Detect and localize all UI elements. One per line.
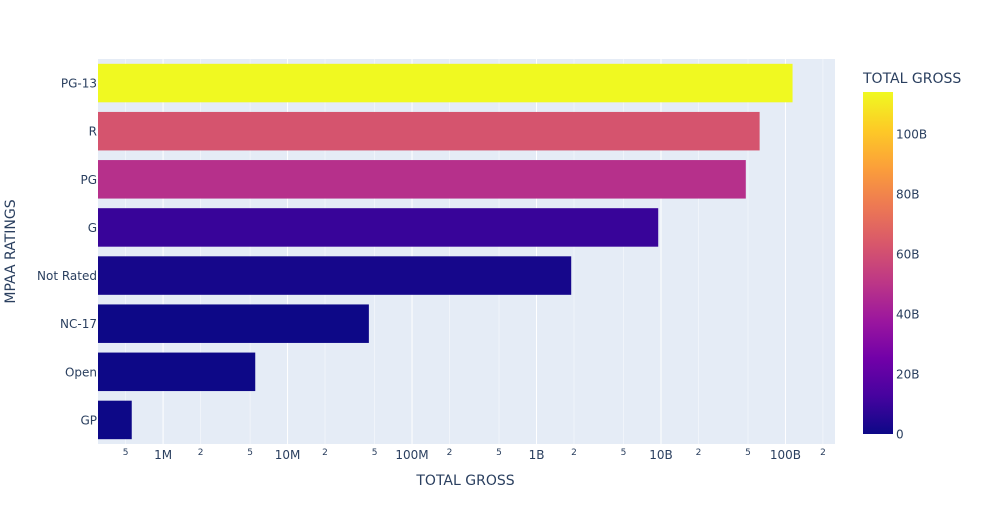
bar [98, 256, 572, 295]
colorbar [863, 92, 893, 434]
x-tick-label: 1M [154, 448, 172, 462]
x-minor-tick-label: 2 [198, 448, 204, 458]
colorbar-tick-label: 20B [896, 368, 920, 382]
x-minor-tick-label: 5 [372, 448, 378, 458]
bar [98, 208, 659, 247]
y-tick-labels: PG-13 R PG G Not Rated NC-17 Open GP [37, 77, 97, 428]
x-minor-tick-label: 2 [322, 448, 328, 458]
bar [98, 400, 132, 440]
y-tick-label: NC-17 [60, 317, 97, 331]
x-tick-label: 10M [275, 448, 301, 462]
bar [98, 63, 793, 103]
x-tick-label: 100B [770, 448, 801, 462]
colorbar-tick-label: 40B [896, 308, 920, 322]
x-tick-label: 100M [395, 448, 428, 462]
x-minor-tick-label: 5 [745, 448, 751, 458]
bar-layer [98, 63, 793, 440]
colorbar-tick-label: 0 [896, 428, 904, 442]
x-minor-tick-label: 5 [123, 448, 129, 458]
x-minor-tick-label: 5 [621, 448, 627, 458]
x-tick-label: 1B [529, 448, 545, 462]
colorbar-tick-label: 100B [896, 128, 927, 142]
y-tick-label: G [88, 221, 97, 235]
x-tick-label: 10B [649, 448, 673, 462]
bar [98, 160, 746, 199]
bar [98, 352, 256, 392]
bar [98, 111, 760, 151]
y-tick-label: Not Rated [37, 269, 97, 283]
bar [98, 304, 369, 343]
x-minor-tick-label: 2 [447, 448, 453, 458]
colorbar-tick-label: 80B [896, 188, 920, 202]
x-minor-tick-label: 2 [696, 448, 702, 458]
x-minor-tick-label: 5 [247, 448, 253, 458]
x-minor-tick-label: 5 [496, 448, 502, 458]
y-tick-label: GP [80, 413, 97, 427]
colorbar-tick-labels: 0 20B 40B 60B 80B 100B [896, 128, 927, 442]
colorbar-tick-label: 60B [896, 248, 920, 262]
y-axis-title: MPAA RATINGS [3, 199, 19, 303]
colorbar-title: TOTAL GROSS [862, 71, 961, 87]
y-tick-label: PG [80, 173, 97, 187]
y-tick-label: PG-13 [61, 77, 97, 91]
x-minor-tick-label: 2 [820, 448, 826, 458]
x-minor-tick-label: 2 [571, 448, 577, 458]
x-axis-title: TOTAL GROSS [415, 473, 514, 489]
y-tick-label: R [89, 125, 97, 139]
y-tick-label: Open [65, 365, 97, 379]
x-tick-labels: 1M 10M 100M 1B 10B 100B 5 2 5 2 5 2 5 2 5 2 5 2 [123, 448, 826, 462]
